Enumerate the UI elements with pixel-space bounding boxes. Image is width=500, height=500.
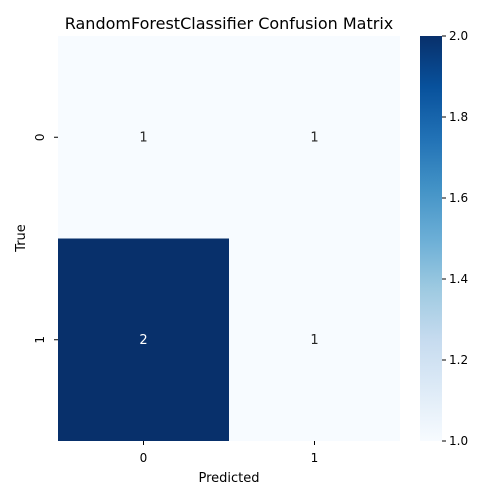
cell-annotation-r0-c0: 1 bbox=[139, 130, 147, 145]
heatmap-cell-r1-c0 bbox=[58, 238, 229, 441]
y-tick-label: 0 bbox=[33, 133, 47, 141]
heatmap-cell-r0-c1 bbox=[229, 36, 400, 239]
colorbar-tick-label: 1.2 bbox=[449, 353, 468, 367]
colorbar-tick-label: 2.0 bbox=[449, 29, 468, 43]
x-tick-label: 1 bbox=[311, 451, 319, 465]
colorbar-tick-label: 1.0 bbox=[449, 434, 468, 448]
heatmap-cell-r1-c1 bbox=[229, 238, 400, 441]
y-tick-label: 1 bbox=[33, 336, 47, 344]
cell-annotation-r1-c0: 2 bbox=[139, 333, 147, 348]
x-tick-label: 0 bbox=[140, 451, 148, 465]
colorbar bbox=[420, 36, 442, 441]
colorbar-tick-label: 1.8 bbox=[449, 110, 468, 124]
colorbar-ticks: 1.0 1.2 1.4 1.6 1.8 2.0 bbox=[442, 29, 468, 448]
colorbar-tick-label: 1.6 bbox=[449, 191, 468, 205]
chart-title: RandomForestClassifier Confusion Matrix bbox=[65, 14, 394, 33]
colorbar-tick-label: 1.4 bbox=[449, 272, 468, 286]
heatmap-cell-r0-c0 bbox=[58, 36, 229, 239]
cell-annotation-r1-c1: 1 bbox=[310, 333, 318, 348]
y-axis-ticks: 01 bbox=[33, 133, 58, 344]
cell-annotation-r0-c1: 1 bbox=[310, 130, 318, 145]
y-axis-label: True bbox=[14, 224, 29, 253]
x-axis-label: Predicted bbox=[198, 471, 259, 486]
heatmap-cells: 1 1 2 1 bbox=[58, 36, 400, 441]
